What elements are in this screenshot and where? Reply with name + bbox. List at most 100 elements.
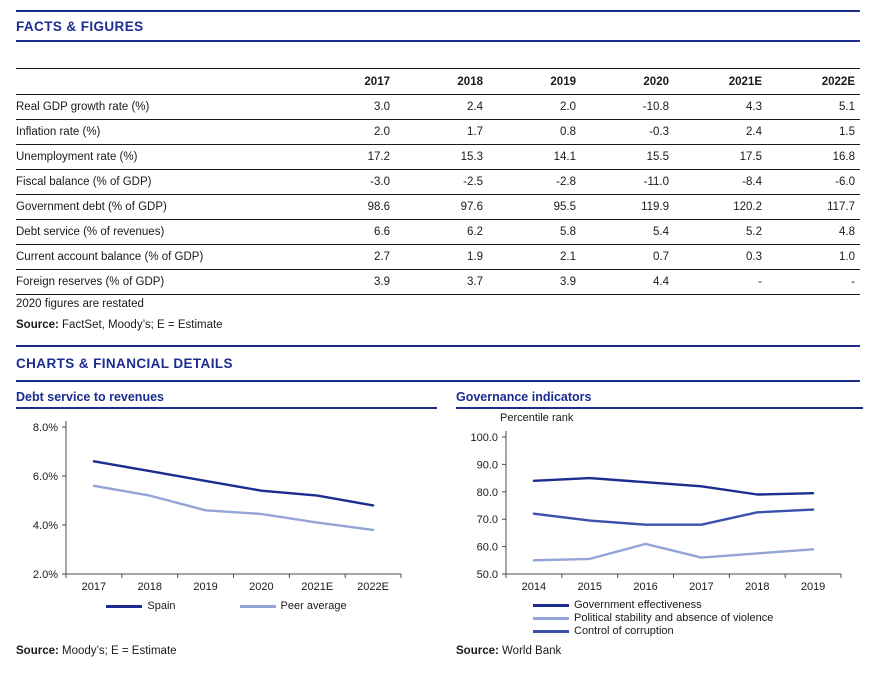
cell-value: 3.9	[302, 269, 395, 295]
cell-value: 4.8	[767, 219, 860, 245]
year-header: 2019	[488, 68, 581, 95]
section-title-facts: FACTS & FIGURES	[16, 19, 144, 34]
cell-value: 5.2	[674, 219, 767, 245]
cell-value: -0.3	[581, 119, 674, 145]
governance-legend: Government effectiveness Political stabil…	[456, 599, 863, 637]
x-tick-label: 2017	[82, 581, 106, 593]
table-header-row: 2017 2018 2019 2020 2021E 2022E	[16, 68, 860, 95]
x-tick-label: 2014	[522, 581, 546, 593]
cell-value: 5.4	[581, 219, 674, 245]
row-label: Unemployment rate (%)	[16, 144, 302, 170]
y-tick-label: 4.0%	[33, 520, 58, 532]
y-tick-label: 60.0	[477, 542, 498, 554]
facts-figures-table: 2017 2018 2019 2020 2021E 2022E Real GDP grow…	[16, 68, 860, 295]
row-label: Current account balance (% of GDP)	[16, 244, 302, 270]
cell-value: 117.7	[767, 194, 860, 220]
cell-value: 2.4	[395, 94, 488, 120]
legend-label: Spain	[147, 600, 176, 612]
section-title-charts: CHARTS & FINANCIAL DETAILS	[16, 356, 233, 371]
table-row: Debt service (% of revenues) 6.6 6.2 5.8 5.4…	[16, 219, 860, 245]
cell-value: 97.6	[395, 194, 488, 220]
source-text: Moody’s; E = Estimate	[62, 645, 177, 657]
cell-value: 2.1	[488, 244, 581, 270]
y-tick-label: 8.0%	[33, 422, 58, 434]
x-tick-label: 2019	[193, 581, 217, 593]
legend-label: Government effectiveness	[574, 599, 702, 611]
governance-chart-canvas: Percentile rank 50.0 60.0 70.0 80.0 90.0 100.0…	[470, 412, 842, 593]
chart-title-debt-service: Debt service to revenues	[16, 390, 437, 409]
legend-line-swatch	[533, 603, 569, 607]
cell-value: 120.2	[674, 194, 767, 220]
debt-service-source: Source: Moody’s; E = Estimate	[16, 645, 437, 657]
table-row: Inflation rate (%) 2.0 1.7 0.8 -0.3 2.4 1.5	[16, 119, 860, 145]
cell-value: 6.6	[302, 219, 395, 245]
table-row: Current account balance (% of GDP) 2.7 1.9…	[16, 244, 860, 270]
cell-value: -6.0	[767, 169, 860, 195]
table-body: Real GDP growth rate (%) 3.0 2.4 2.0 -10.8 4.…	[16, 94, 860, 295]
table-row: Fiscal balance (% of GDP) -3.0 -2.5 -2.8 -11…	[16, 169, 860, 195]
legend-item: Government effectiveness	[533, 599, 863, 611]
x-tick-label: 2018	[138, 581, 162, 593]
table-header: 2017 2018 2019 2020 2021E 2022E	[16, 68, 860, 95]
x-tick-label: 2015	[578, 581, 602, 593]
cell-value: 6.2	[395, 219, 488, 245]
cell-value: 3.9	[488, 269, 581, 295]
cell-value: 16.8	[767, 144, 860, 170]
year-header: 2017	[302, 68, 395, 95]
series-line	[92, 484, 375, 532]
x-tick-label: 2021E	[301, 581, 333, 593]
year-header: 2020	[581, 68, 674, 95]
source-label: Source:	[456, 645, 499, 657]
row-label: Fiscal balance (% of GDP)	[16, 169, 302, 195]
source-text: FactSet, Moody’s; E = Estimate	[62, 319, 223, 331]
row-label: Real GDP growth rate (%)	[16, 94, 302, 120]
cell-value: 3.0	[302, 94, 395, 120]
y-tick-label: 70.0	[477, 514, 498, 526]
cell-value: 17.5	[674, 144, 767, 170]
cell-value: 0.8	[488, 119, 581, 145]
cell-value: 1.0	[767, 244, 860, 270]
series-line	[532, 542, 815, 562]
table-row: Unemployment rate (%) 17.2 15.3 14.1 15.5 17.…	[16, 144, 860, 170]
legend-label: Political stability and absence of viole…	[574, 612, 774, 624]
charts-row: Debt service to revenues 2.0% 4.0% 6.0% 8.0…	[16, 390, 863, 666]
cell-value: 5.1	[767, 94, 860, 120]
table-row: Real GDP growth rate (%) 3.0 2.4 2.0 -10.8 4.…	[16, 94, 860, 120]
cell-value: 2.7	[302, 244, 395, 270]
cell-value: -	[674, 269, 767, 295]
source-label: Source:	[16, 319, 59, 331]
table-row: Foreign reserves (% of GDP) 3.9 3.7 3.9 4.4-…	[16, 269, 860, 295]
series-line	[532, 508, 815, 526]
source-text: World Bank	[502, 645, 562, 657]
cell-value: 14.1	[488, 144, 581, 170]
y-tick-label: 100.0	[470, 432, 498, 444]
cell-value: 4.3	[674, 94, 767, 120]
cell-value: 0.7	[581, 244, 674, 270]
x-tick-label: 2020	[249, 581, 273, 593]
y-tick-label: 2.0%	[33, 569, 58, 581]
legend-line-swatch	[239, 604, 276, 608]
year-header: 2021E	[674, 68, 767, 95]
cell-value: 15.3	[395, 144, 488, 170]
y-tick-label: 80.0	[477, 487, 498, 499]
cell-value: 95.5	[488, 194, 581, 220]
cell-value: 2.0	[488, 94, 581, 120]
cell-value: 4.4	[581, 269, 674, 295]
cell-value: 15.5	[581, 144, 674, 170]
cell-value: 1.9	[395, 244, 488, 270]
x-tick-label: 2018	[745, 581, 769, 593]
x-tick-label: 2017	[689, 581, 713, 593]
x-tick-label: 2019	[801, 581, 825, 593]
cell-value: 98.6	[302, 194, 395, 220]
section-header-charts: CHARTS & FINANCIAL DETAILS	[16, 345, 860, 382]
cell-value: 2.0	[302, 119, 395, 145]
cell-value: 3.7	[395, 269, 488, 295]
legend-item: Spain	[106, 600, 176, 612]
cell-value: -10.8	[581, 94, 674, 120]
y-axis-title: Percentile rank	[500, 412, 574, 424]
cell-value: 0.3	[674, 244, 767, 270]
y-tick-label: 90.0	[477, 459, 498, 471]
y-tick-label: 6.0%	[33, 471, 58, 483]
section-header-facts: FACTS & FIGURES	[16, 10, 860, 42]
